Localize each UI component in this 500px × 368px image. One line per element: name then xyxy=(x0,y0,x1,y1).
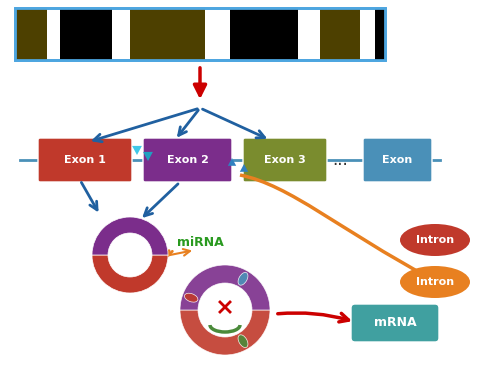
Ellipse shape xyxy=(400,224,470,256)
Bar xyxy=(60,8,112,60)
Wedge shape xyxy=(180,310,270,355)
Bar xyxy=(320,8,360,60)
Ellipse shape xyxy=(238,272,248,285)
Wedge shape xyxy=(92,217,168,255)
Ellipse shape xyxy=(238,335,248,347)
Text: miRNA: miRNA xyxy=(176,237,224,250)
FancyBboxPatch shape xyxy=(243,138,327,182)
Bar xyxy=(15,8,47,60)
Bar xyxy=(130,8,205,60)
Bar xyxy=(15,8,385,60)
Text: Exon 1: Exon 1 xyxy=(64,155,106,165)
Polygon shape xyxy=(240,164,248,172)
FancyBboxPatch shape xyxy=(363,138,432,182)
Wedge shape xyxy=(180,265,270,310)
FancyBboxPatch shape xyxy=(143,138,232,182)
Text: Exon 2: Exon 2 xyxy=(166,155,208,165)
Bar xyxy=(15,8,385,60)
FancyBboxPatch shape xyxy=(351,304,439,342)
Bar xyxy=(375,8,385,60)
Text: mRNA: mRNA xyxy=(374,316,416,329)
Text: Intron: Intron xyxy=(416,235,454,245)
Wedge shape xyxy=(92,255,168,293)
Ellipse shape xyxy=(400,266,470,298)
Text: Intron: Intron xyxy=(416,277,454,287)
Polygon shape xyxy=(143,152,153,161)
Text: ...: ... xyxy=(332,151,348,169)
FancyBboxPatch shape xyxy=(38,138,132,182)
Ellipse shape xyxy=(184,293,198,302)
Polygon shape xyxy=(228,158,236,166)
Bar xyxy=(230,8,298,60)
Text: Exon: Exon xyxy=(382,155,412,165)
Text: Exon 3: Exon 3 xyxy=(264,155,306,165)
Polygon shape xyxy=(132,146,142,155)
